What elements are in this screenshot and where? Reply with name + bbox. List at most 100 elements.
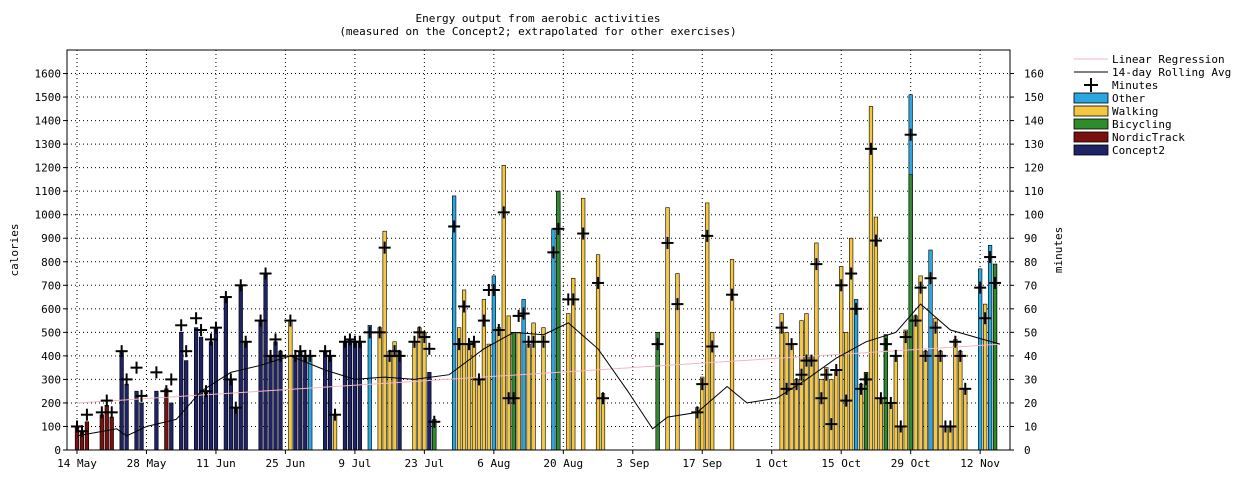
bar-walking	[288, 320, 293, 451]
bar-concept2	[268, 355, 273, 451]
bar-concept2	[278, 350, 283, 451]
legend-item-nordictrack: NordicTrack	[1073, 131, 1185, 144]
y-tick-label: 1000	[35, 209, 62, 222]
y2-tick-label: 130	[1024, 138, 1044, 151]
minute-markers	[71, 128, 1002, 438]
bar-walking	[412, 341, 417, 451]
minutes-marker	[393, 349, 406, 362]
bar-concept2	[213, 327, 219, 451]
bar-concept2	[323, 350, 328, 451]
minutes-marker	[899, 331, 912, 344]
bar-walking	[486, 343, 491, 451]
legend-item-14-day-rolling-avg: 14-day Rolling Avg	[1074, 66, 1231, 79]
minutes-marker	[840, 394, 853, 407]
bar-nordictrack	[99, 414, 104, 451]
minutes-marker	[894, 420, 907, 433]
bar-walking	[387, 350, 392, 451]
bar-walking	[476, 379, 482, 451]
bar-other	[308, 355, 313, 451]
x-tick-label: 23 Jul	[404, 457, 444, 470]
x-tick-label: 29 Oct	[891, 457, 931, 470]
y2-axis-label: minutes	[1052, 227, 1065, 273]
y-tick-label: 1100	[35, 185, 62, 198]
minutes-marker	[219, 291, 232, 304]
rolling-avg-line	[76, 303, 1001, 437]
minutes-marker	[120, 373, 133, 386]
minutes-marker	[547, 246, 560, 259]
bar-walking	[873, 216, 879, 451]
minutes-marker	[830, 364, 843, 376]
bar-walking	[903, 329, 908, 451]
bar-concept2	[342, 341, 348, 451]
legend-item-walking: Walking	[1073, 105, 1158, 118]
minutes-marker	[577, 227, 590, 240]
minutes-marker	[726, 288, 739, 301]
bar-walking	[799, 320, 804, 451]
bar-concept2	[347, 339, 353, 451]
bar-walking	[913, 315, 918, 451]
minutes-marker	[954, 349, 967, 362]
minutes-marker	[661, 236, 674, 249]
legend-swatch	[1073, 105, 1109, 117]
x-tick-label: 1 Oct	[755, 457, 788, 470]
minutes-marker	[274, 349, 287, 362]
bar-walking	[829, 379, 834, 451]
minutes-marker	[175, 319, 188, 332]
minutes-marker	[458, 300, 471, 313]
minutes-marker	[597, 392, 610, 405]
y2-tick-label: 0	[1024, 444, 1031, 457]
bar-walking	[839, 266, 844, 451]
minutes-marker	[353, 335, 366, 348]
bar-concept2	[228, 379, 233, 451]
y-tick-label: 500	[41, 326, 61, 339]
minutes-marker	[974, 281, 987, 294]
bar-concept2	[208, 341, 214, 451]
minutes-marker	[805, 354, 818, 367]
x-tick-label: 20 Aug	[543, 457, 583, 470]
bar-walking	[918, 275, 923, 451]
minutes-marker	[874, 392, 887, 405]
y-tick-label: 1200	[35, 162, 62, 175]
y2-tick-label: 30	[1024, 373, 1037, 386]
minutes-marker	[269, 333, 282, 346]
x-tick-label: 17 Sep	[682, 457, 722, 470]
minutes-marker	[651, 338, 664, 351]
minutes-marker	[150, 366, 163, 379]
minutes-marker	[492, 324, 505, 336]
bar-concept2	[184, 360, 189, 451]
bar-walking	[819, 379, 824, 451]
minutes-marker	[284, 314, 297, 327]
minutes-marker	[795, 368, 808, 381]
minutes-marker	[869, 234, 882, 247]
minutes-marker	[904, 128, 917, 141]
y-tick-label: 400	[41, 350, 61, 363]
bar-concept2	[169, 402, 174, 451]
legend-label: Bicycling	[1112, 118, 1172, 131]
legend-label: Linear Regression	[1112, 53, 1225, 66]
chart-subtitle: (measured on the Concept2; extrapolated …	[339, 25, 736, 38]
bar-walking	[526, 343, 531, 451]
bar-concept2	[303, 355, 308, 451]
bar-walking	[779, 313, 784, 451]
minutes-marker	[919, 349, 932, 362]
x-tick-label: 14 May	[57, 457, 97, 470]
legend-label: NordicTrack	[1112, 131, 1185, 144]
y-tick-label: 1400	[35, 115, 62, 128]
bar-concept2	[223, 296, 228, 451]
legend-label: Walking	[1112, 105, 1158, 118]
bar-other	[452, 195, 457, 451]
legend-label: Minutes	[1112, 79, 1158, 92]
minutes-marker	[989, 276, 1002, 289]
plot-frame	[66, 49, 1011, 451]
bar-walking	[834, 369, 839, 451]
bar-other	[367, 324, 372, 451]
minutes-marker	[949, 335, 962, 348]
minutes-marker	[909, 314, 922, 327]
y-tick-label: 600	[41, 303, 61, 316]
bar-walking	[844, 332, 849, 451]
y2-tick-label: 90	[1024, 232, 1037, 245]
y2-tick-label: 50	[1024, 326, 1037, 339]
y2-tick-label: 20	[1024, 397, 1037, 410]
bar-walking	[958, 350, 963, 451]
